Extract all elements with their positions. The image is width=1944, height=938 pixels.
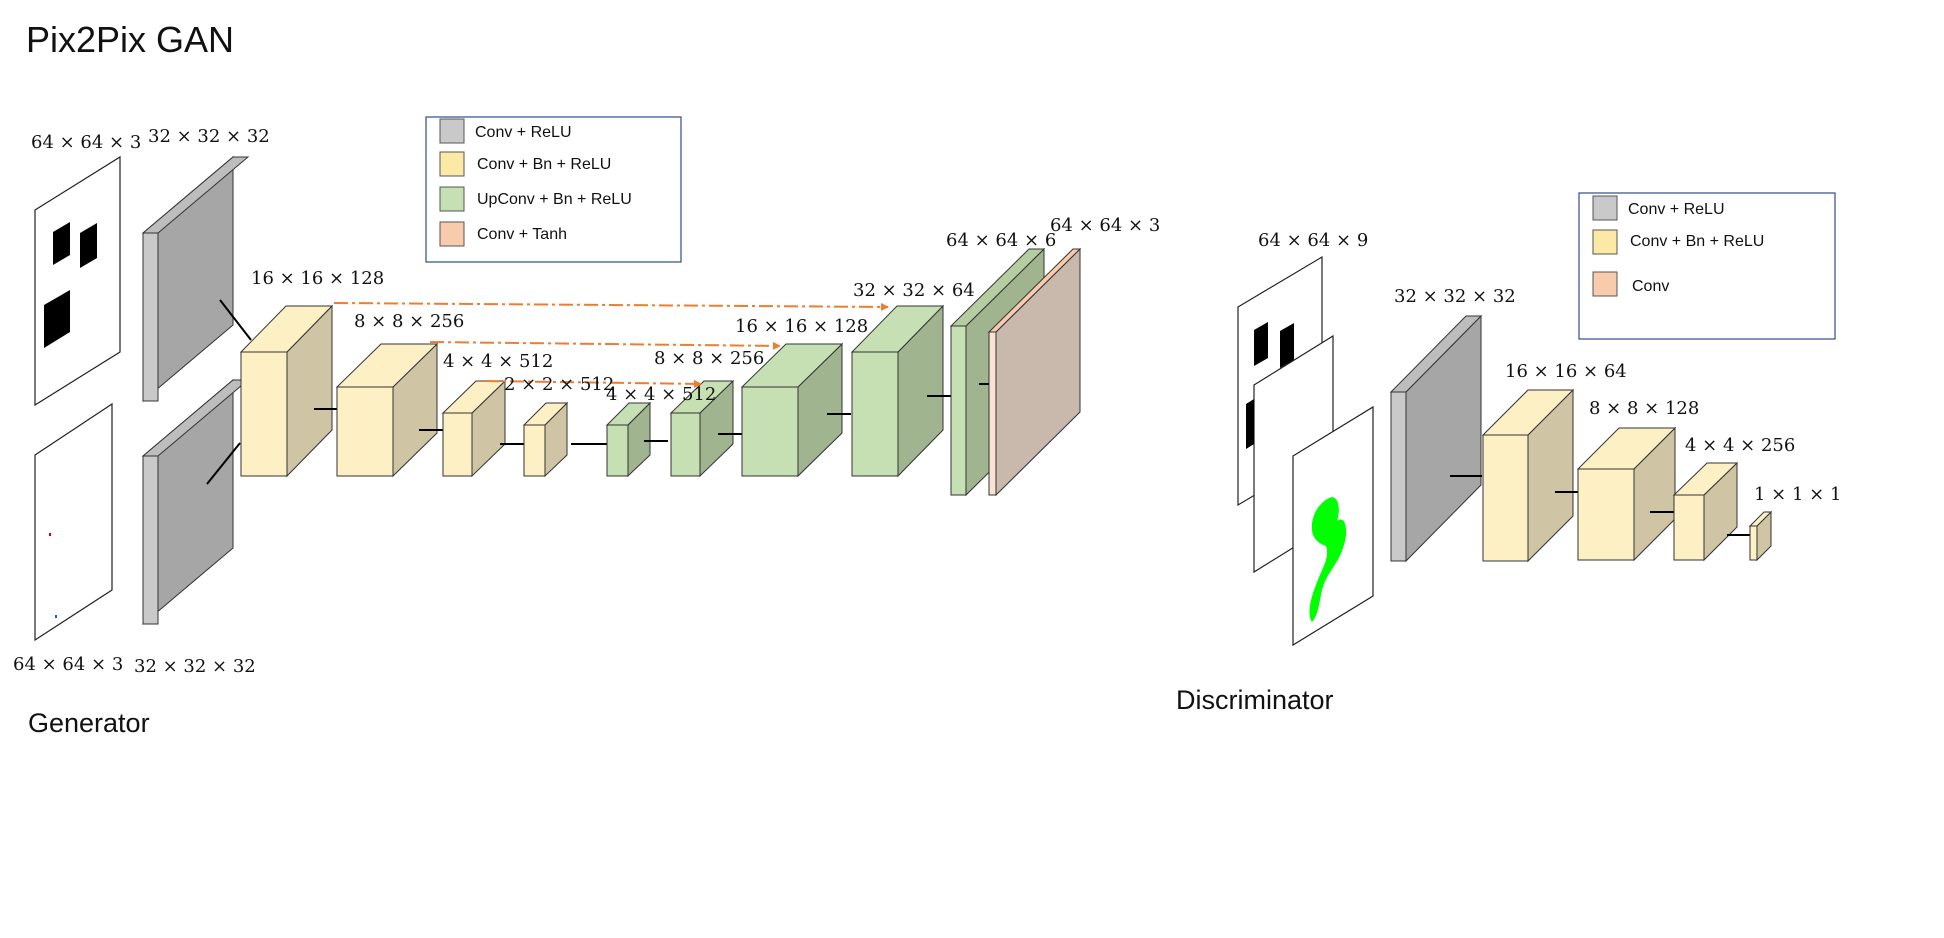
dim-label: 32 × 32 × 32	[1394, 286, 1516, 307]
legend-swatch-conv-bn-relu	[1592, 229, 1618, 255]
discriminator: 64 × 64 × 9 32 × 32 × 32 16 × 16 × 64 8 …	[1176, 192, 1841, 715]
dim-label: 16 × 16 × 128	[251, 268, 384, 289]
connector	[206, 442, 241, 485]
discriminator-input-image-front	[1292, 405, 1374, 647]
dim-label: 64 × 64 × 3	[13, 654, 123, 675]
dim-label: 1 × 1 × 1	[1754, 484, 1841, 505]
legend-swatch-conv-relu	[439, 118, 465, 144]
dim-label: 8 × 8 × 256	[354, 311, 464, 332]
legend-label-conv-bn-relu: Conv + Bn + ReLU	[1630, 233, 1764, 250]
legend-swatch-upconv-bn-relu	[439, 186, 465, 212]
legend-label-conv-tanh: Conv + Tanh	[477, 226, 567, 243]
dim-label: 4 × 4 × 512	[443, 351, 553, 372]
skip-connection-arrow	[484, 379, 702, 388]
discriminator-legend: Conv + ReLU Conv + Bn + ReLU Conv	[1578, 192, 1836, 340]
dim-label: 64 × 64 × 3	[1050, 215, 1160, 236]
generator-conv-relu-bottom	[141, 378, 250, 626]
generator: 64 × 64 × 3 32 × 32 × 32 64 × 64 × 3 32 …	[13, 116, 1160, 738]
green-mask-shape	[1309, 497, 1347, 622]
discriminator-label: Discriminator	[1176, 685, 1334, 715]
generator-encoder-block-3	[441, 379, 507, 478]
discriminator-conv-bn-relu-block-1	[1481, 388, 1575, 563]
generator-decoder-block-1	[605, 401, 652, 478]
dim-label: 8 × 8 × 256	[654, 348, 764, 369]
connector	[219, 299, 252, 341]
generator-label: Generator	[28, 708, 150, 738]
legend-label-conv: Conv	[1632, 278, 1669, 295]
generator-decoder-block-3	[740, 342, 844, 478]
legend-swatch-conv-bn-relu	[439, 151, 465, 177]
dim-label: 2 × 2 × 512	[504, 374, 614, 395]
generator-bottleneck-block	[522, 401, 569, 478]
skip-connection-arrow	[333, 302, 889, 311]
dim-label: 64 × 64 × 3	[31, 132, 141, 153]
dim-label: 16 × 16 × 128	[735, 316, 868, 337]
discriminator-output-block	[1748, 510, 1773, 562]
dim-label: 32 × 32 × 64	[853, 280, 975, 301]
discriminator-conv-bn-relu-block-3	[1672, 461, 1739, 562]
skip-connection-arrow	[429, 341, 781, 350]
discriminator-conv-bn-relu-block-2	[1576, 426, 1677, 562]
page-title: Pix2Pix GAN	[26, 19, 234, 60]
dim-label: 16 × 16 × 64	[1505, 361, 1627, 382]
dim-label: 32 × 32 × 32	[148, 126, 270, 147]
dim-label: 64 × 64 × 6	[946, 230, 1056, 251]
legend-swatch-conv-relu	[1592, 195, 1618, 221]
discriminator-conv-relu	[1389, 314, 1483, 563]
generator-decoder-block-2	[669, 379, 735, 478]
legend-swatch-conv	[1592, 271, 1618, 297]
generator-encoder-block-2	[335, 342, 439, 478]
dim-label: 32 × 32 × 32	[134, 656, 256, 677]
generator-legend: Conv + ReLU Conv + Bn + ReLU UpConv + Bn…	[425, 116, 682, 263]
dim-label: 64 × 64 × 9	[1258, 230, 1368, 251]
generator-input-image-top	[34, 155, 121, 407]
generator-input-image-bottom	[34, 402, 113, 642]
dim-label: 4 × 4 × 256	[1685, 435, 1795, 456]
generator-decoder-block-4	[850, 304, 945, 478]
generator-conv-relu-top	[141, 155, 250, 403]
legend-label-upconv-bn-relu: UpConv + Bn + ReLU	[477, 191, 632, 208]
generator-encoder-block-1	[239, 304, 334, 478]
legend-label-conv-relu: Conv + ReLU	[475, 124, 572, 141]
legend-swatch-conv-tanh	[439, 221, 465, 247]
legend-label-conv-bn-relu: Conv + Bn + ReLU	[477, 156, 611, 173]
generator-output-block	[987, 247, 1082, 497]
dim-label: 8 × 8 × 128	[1589, 398, 1699, 419]
dim-label: 4 × 4 × 512	[606, 384, 716, 405]
legend-label-conv-relu: Conv + ReLU	[1628, 201, 1725, 218]
